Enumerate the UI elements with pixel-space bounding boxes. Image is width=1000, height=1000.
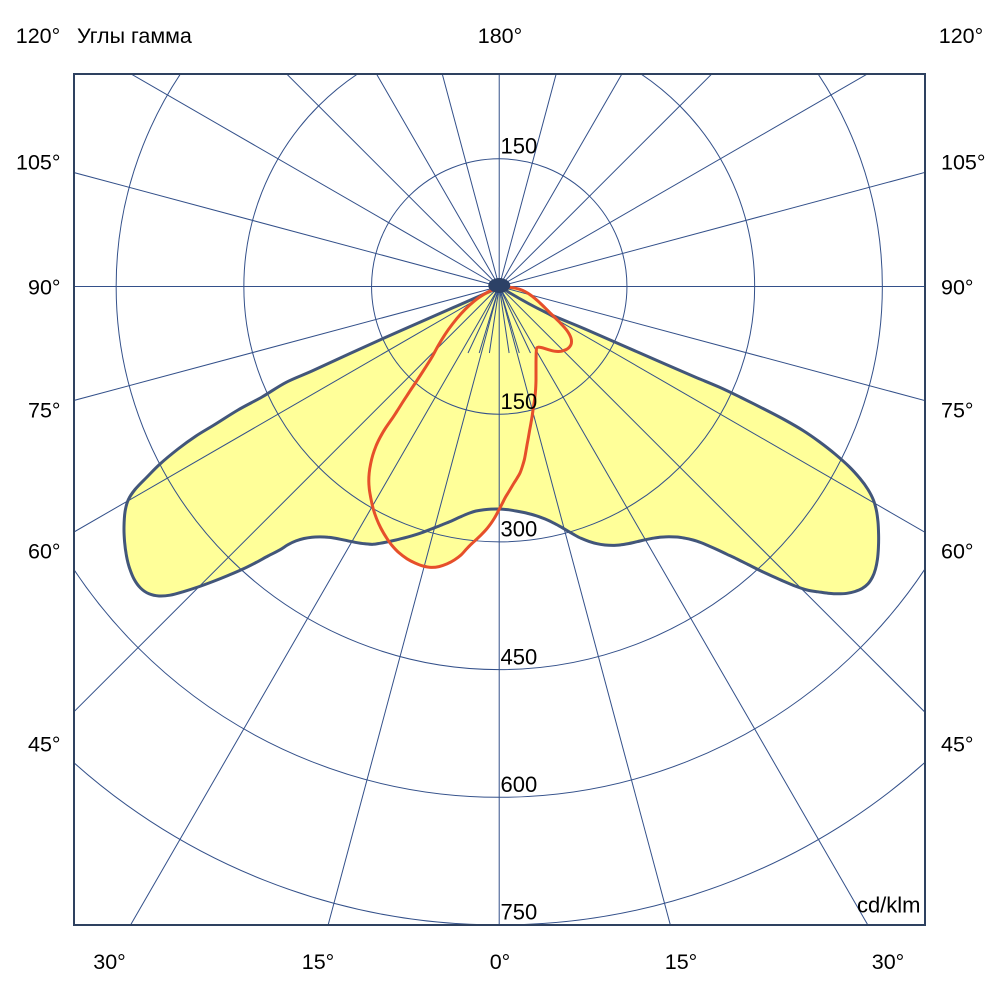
- svg-text:300: 300: [501, 517, 538, 542]
- svg-text:150: 150: [501, 134, 538, 159]
- svg-text:15°: 15°: [302, 950, 335, 974]
- svg-text:75°: 75°: [941, 399, 974, 423]
- svg-text:60°: 60°: [941, 540, 974, 564]
- svg-text:120°: 120°: [16, 24, 60, 48]
- svg-text:150: 150: [501, 389, 538, 414]
- svg-text:450: 450: [501, 644, 538, 669]
- svg-text:30°: 30°: [93, 950, 126, 974]
- svg-text:750: 750: [501, 900, 538, 925]
- svg-text:15°: 15°: [665, 950, 698, 974]
- svg-text:180°: 180°: [478, 24, 522, 48]
- svg-text:90°: 90°: [28, 276, 61, 300]
- svg-text:60°: 60°: [28, 540, 61, 564]
- svg-text:120°: 120°: [939, 24, 983, 48]
- svg-text:45°: 45°: [941, 733, 974, 757]
- svg-text:105°: 105°: [16, 151, 60, 175]
- svg-text:cd/klm: cd/klm: [857, 893, 921, 918]
- svg-text:30°: 30°: [872, 950, 905, 974]
- svg-text:600: 600: [501, 772, 538, 797]
- svg-text:105°: 105°: [941, 151, 985, 175]
- svg-text:Углы гамма: Углы гамма: [77, 24, 192, 48]
- svg-text:0°: 0°: [490, 950, 511, 974]
- svg-text:45°: 45°: [28, 733, 61, 757]
- svg-text:90°: 90°: [941, 276, 974, 300]
- svg-text:75°: 75°: [28, 399, 61, 423]
